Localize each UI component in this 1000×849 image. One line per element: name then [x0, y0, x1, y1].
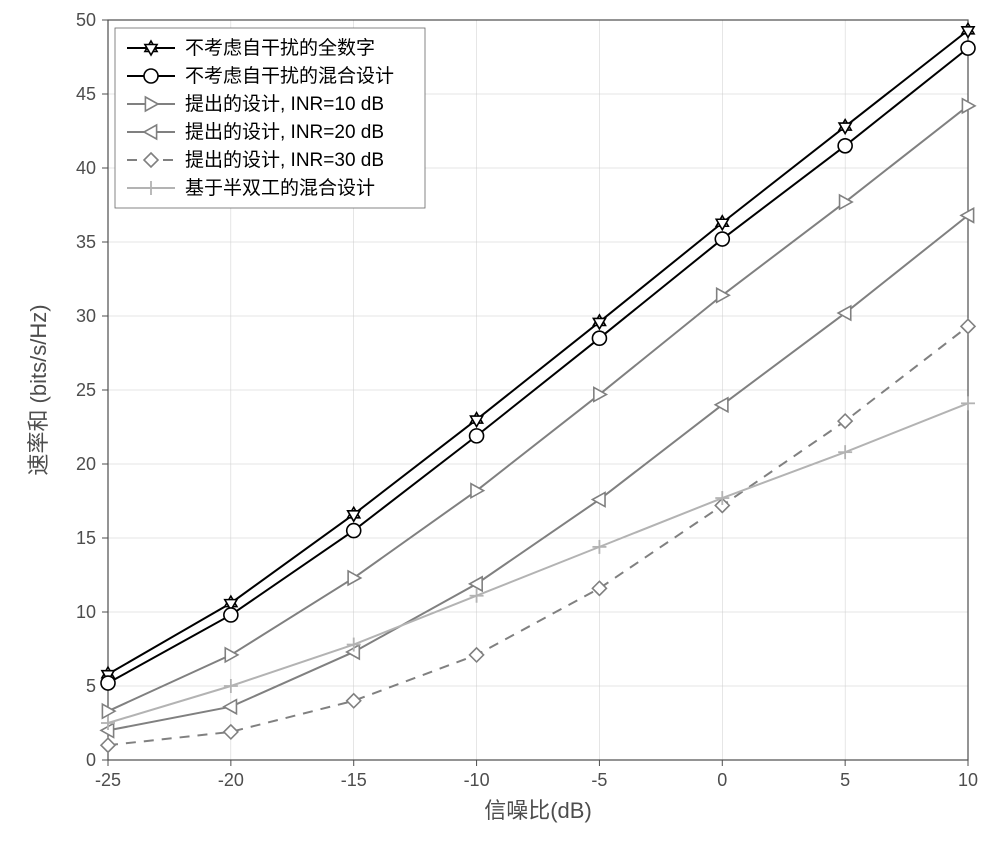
svg-text:基于半双工的混合设计: 基于半双工的混合设计 — [185, 177, 375, 199]
svg-text:5: 5 — [840, 770, 850, 790]
svg-text:15: 15 — [76, 528, 96, 548]
svg-text:45: 45 — [76, 84, 96, 104]
svg-text:-5: -5 — [591, 770, 607, 790]
svg-text:0: 0 — [86, 750, 96, 770]
svg-text:0: 0 — [717, 770, 727, 790]
svg-text:提出的设计, INR=30 dB: 提出的设计, INR=30 dB — [185, 149, 384, 171]
line-chart: -25 -20 -15 -10 -5 0 5 10 0 5 10 15 20 25 30 35 40 45 50 信噪… — [0, 0, 1000, 849]
svg-text:提出的设计, INR=10 dB: 提出的设计, INR=10 dB — [185, 93, 384, 115]
svg-text:40: 40 — [76, 158, 96, 178]
svg-text:-10: -10 — [464, 770, 490, 790]
svg-text:50: 50 — [76, 10, 96, 30]
svg-text:10: 10 — [958, 770, 978, 790]
svg-text:10: 10 — [76, 602, 96, 622]
svg-text:不考虑自干扰的全数字: 不考虑自干扰的全数字 — [185, 37, 375, 59]
svg-text:25: 25 — [76, 380, 96, 400]
svg-text:20: 20 — [76, 454, 96, 474]
svg-text:5: 5 — [86, 676, 96, 696]
svg-text:-20: -20 — [218, 770, 244, 790]
svg-text:速率和 (bits/s/Hz): 速率和 (bits/s/Hz) — [26, 304, 51, 475]
svg-text:-15: -15 — [341, 770, 367, 790]
svg-text:-25: -25 — [95, 770, 121, 790]
svg-text:35: 35 — [76, 232, 96, 252]
chart-container: -25 -20 -15 -10 -5 0 5 10 0 5 10 15 20 25 30 35 40 45 50 信噪… — [0, 0, 1000, 849]
svg-text:信噪比(dB): 信噪比(dB) — [484, 798, 592, 823]
svg-text:提出的设计, INR=20 dB: 提出的设计, INR=20 dB — [185, 121, 384, 143]
svg-text:30: 30 — [76, 306, 96, 326]
svg-text:不考虑自干扰的混合设计: 不考虑自干扰的混合设计 — [185, 65, 394, 87]
